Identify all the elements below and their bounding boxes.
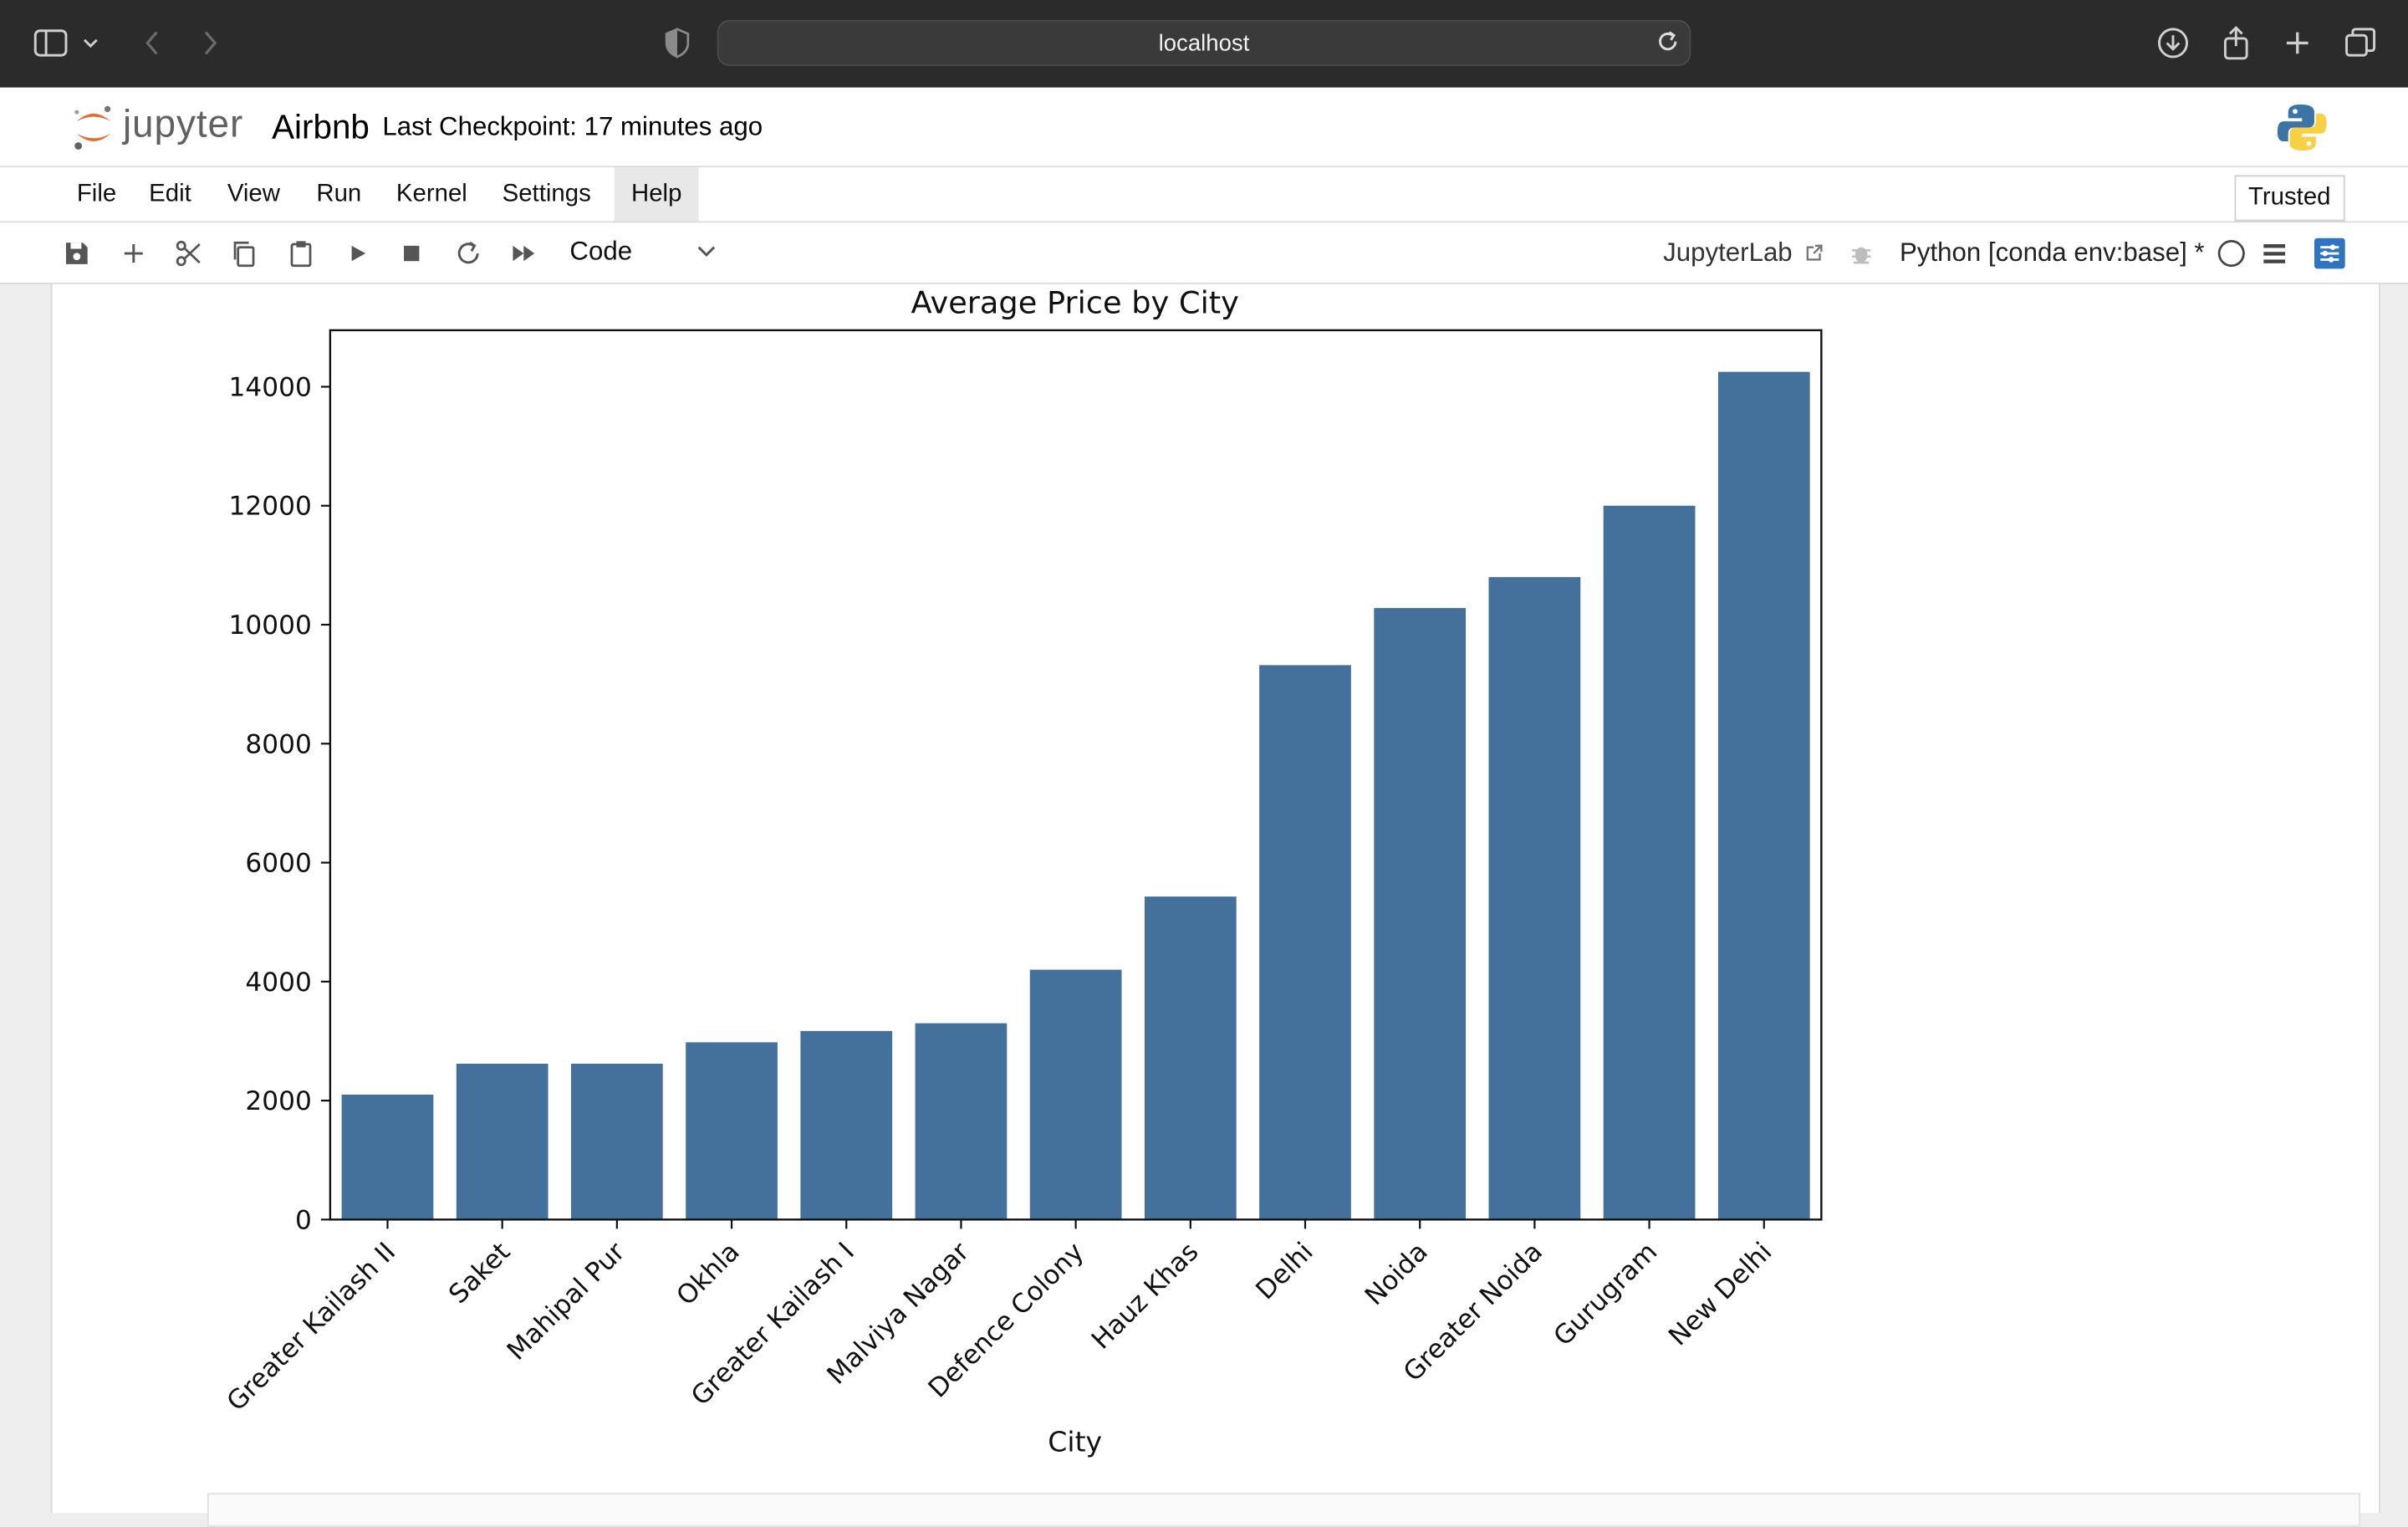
x-tick-label-12: New Delhi xyxy=(1663,1237,1778,1351)
y-tick-label-7: 14000 xyxy=(229,372,312,402)
y-tick-label-6: 12000 xyxy=(229,492,312,522)
paste-icon[interactable] xyxy=(283,235,319,272)
tab-overview-icon[interactable] xyxy=(2339,22,2381,64)
menu-file[interactable]: File xyxy=(76,181,117,207)
menu-kernel[interactable]: Kernel xyxy=(395,181,467,207)
x-tick-label-11: Gurugram xyxy=(1548,1237,1664,1352)
back-arrow-icon[interactable] xyxy=(130,22,173,64)
browser-toolbar: localhost xyxy=(0,0,2408,88)
share-icon[interactable] xyxy=(2215,22,2258,64)
run-icon[interactable] xyxy=(339,235,376,272)
menu-help[interactable]: Help xyxy=(614,167,699,222)
copy-icon[interactable] xyxy=(226,235,263,272)
last-checkpoint: Last Checkpoint: 17 minutes ago xyxy=(382,112,763,141)
forward-arrow-icon[interactable] xyxy=(189,22,232,64)
y-tick-label-5: 10000 xyxy=(229,610,312,641)
bar-7 xyxy=(1144,896,1237,1220)
fast-forward-icon[interactable] xyxy=(505,235,542,272)
bar-9 xyxy=(1374,608,1467,1220)
jupyter-logo-icon[interactable] xyxy=(70,103,116,160)
notebook-toolbar: Code JupyterLab Python [conda env:base] … xyxy=(0,222,2408,284)
bar-0 xyxy=(341,1094,434,1220)
new-tab-icon[interactable] xyxy=(2276,22,2319,64)
y-tick-label-4: 8000 xyxy=(245,729,311,759)
menu-run[interactable]: Run xyxy=(316,181,362,207)
cell-type-select[interactable]: Code xyxy=(569,236,633,266)
cut-icon[interactable] xyxy=(171,235,207,272)
property-inspector-icon[interactable] xyxy=(2311,235,2348,272)
next-cell[interactable] xyxy=(207,1493,2361,1527)
bar-2 xyxy=(570,1063,663,1220)
y-tick-label-0: 0 xyxy=(295,1205,312,1235)
x-tick-label-0: Greater Kailash II xyxy=(222,1237,402,1417)
kernel-status-icon xyxy=(2213,235,2250,272)
bar-8 xyxy=(1259,665,1351,1220)
bar-12 xyxy=(1717,371,1810,1220)
x-tick-label-2: Mahipal Pur xyxy=(502,1237,631,1366)
x-tick-label-8: Delhi xyxy=(1250,1237,1319,1305)
jupyterlab-label: JupyterLab xyxy=(1663,237,1793,268)
chart-title: Average Price by City xyxy=(911,285,1239,321)
x-tick-label-3: Okhla xyxy=(671,1237,745,1311)
x-tick-label-7: Hauz Khas xyxy=(1086,1237,1205,1356)
x-tick-label-1: Saket xyxy=(443,1237,516,1310)
add-cell-icon[interactable] xyxy=(115,235,152,272)
bar-10 xyxy=(1488,577,1581,1220)
debugger-icon[interactable] xyxy=(1843,235,1880,272)
trusted-indicator[interactable]: Trusted xyxy=(2234,175,2345,222)
save-icon[interactable] xyxy=(59,235,95,272)
restart-icon[interactable] xyxy=(450,235,487,272)
y-tick-label-3: 6000 xyxy=(245,849,311,879)
chevron-down-icon[interactable] xyxy=(696,241,717,270)
sidebar-icon[interactable] xyxy=(29,22,72,64)
chevron-down-icon[interactable] xyxy=(75,22,106,64)
reload-icon[interactable] xyxy=(1656,29,1680,62)
python-logo-icon xyxy=(2276,101,2328,161)
menu-edit[interactable]: Edit xyxy=(149,181,191,207)
menu-bar: File Edit View Run Kernel Settings Help … xyxy=(0,167,2408,223)
external-link-icon xyxy=(1804,240,1824,271)
list-icon[interactable] xyxy=(2256,235,2293,272)
bar-6 xyxy=(1029,969,1122,1220)
menu-settings[interactable]: Settings xyxy=(502,181,591,207)
privacy-shield-icon[interactable] xyxy=(656,22,698,64)
y-tick-label-2: 4000 xyxy=(245,968,311,998)
menu-view[interactable]: View xyxy=(227,181,281,207)
bar-5 xyxy=(915,1023,1008,1220)
address-bar[interactable]: localhost xyxy=(717,19,1691,66)
notebook-header: jupyter Airbnb Last Checkpoint: 17 minut… xyxy=(0,87,2408,168)
bar-4 xyxy=(800,1030,893,1220)
notebook-title[interactable]: Airbnb xyxy=(272,107,370,146)
x-tick-label-9: Noida xyxy=(1360,1237,1434,1311)
bar-1 xyxy=(456,1063,548,1220)
jupyter-logo-text: jupyter xyxy=(122,103,244,146)
kernel-name[interactable]: Python [conda env:base] * xyxy=(1900,237,2205,268)
y-tick-label-1: 2000 xyxy=(245,1086,311,1116)
bar-3 xyxy=(686,1042,778,1220)
stop-icon[interactable] xyxy=(393,235,430,272)
jupyterlab-link[interactable]: JupyterLab xyxy=(1663,238,1824,271)
x-axis-label: City xyxy=(1048,1426,1102,1458)
bar-11 xyxy=(1603,505,1696,1220)
url-text: localhost xyxy=(1158,30,1250,57)
download-icon[interactable] xyxy=(2151,22,2194,64)
